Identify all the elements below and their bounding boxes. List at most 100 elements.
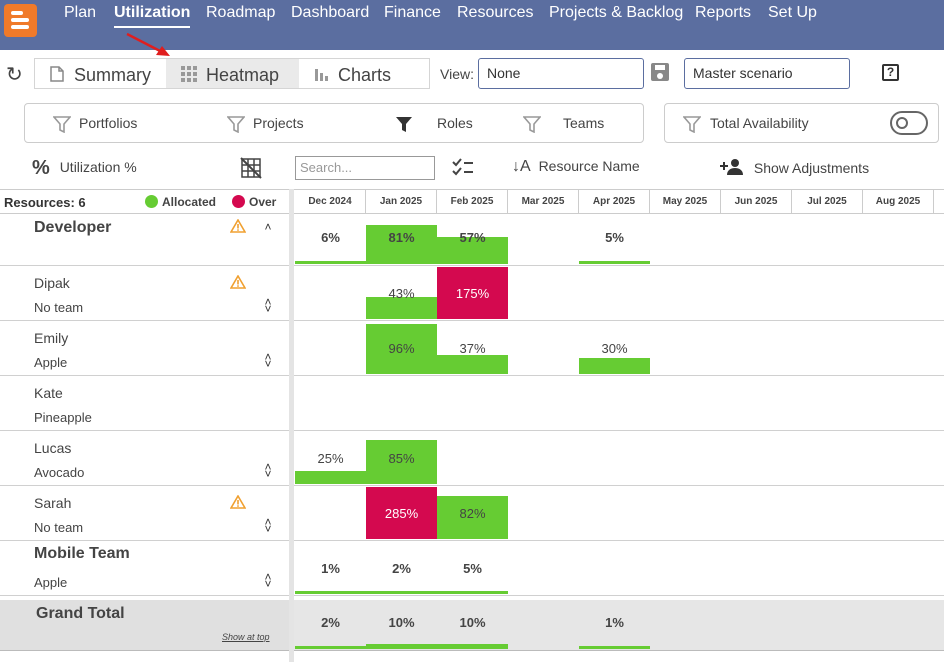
heatmap-cell[interactable]: 10% xyxy=(366,600,437,649)
total-availability-toggle[interactable] xyxy=(890,111,928,135)
warning-icon xyxy=(229,218,247,233)
heatmap-cell[interactable]: 25% xyxy=(295,430,366,484)
month-header: Jan 2025 xyxy=(366,190,437,213)
show-at-top-link[interactable]: Show at top xyxy=(222,632,270,642)
tab-heatmap[interactable]: Heatmap xyxy=(166,59,299,88)
heatmap-cell[interactable]: 30% xyxy=(579,320,650,374)
percent-icon: % xyxy=(32,157,50,179)
refresh-icon[interactable]: ↻ xyxy=(6,64,23,86)
expand-icon[interactable]: ˄ ˅ xyxy=(264,295,272,316)
filter-roles-label: Roles xyxy=(437,115,473,131)
filter-roles[interactable]: Roles xyxy=(395,115,473,132)
warning-icon xyxy=(229,274,247,289)
heatmap-cell[interactable]: 6% xyxy=(295,214,366,264)
nav-item-projects-backlog[interactable]: Projects & Backlog xyxy=(549,4,684,21)
month-header: Mar 2025 xyxy=(508,190,579,213)
row-team-dipak: No team xyxy=(34,300,84,315)
expand-icon[interactable]: ˄ ˅ xyxy=(264,570,272,591)
grand-total-left-bg xyxy=(0,600,289,650)
heatmap-cell[interactable]: 85% xyxy=(366,430,437,484)
allocated-bar xyxy=(295,261,366,264)
nav-item-plan[interactable]: Plan xyxy=(64,4,97,21)
grid-icon xyxy=(181,66,197,82)
help-icon[interactable]: ? xyxy=(882,64,899,81)
allocated-swatch xyxy=(145,195,158,208)
cell-value: 37% xyxy=(459,341,486,356)
month-header: May 2025 xyxy=(650,190,721,213)
cell-value: 10% xyxy=(388,615,415,630)
filter-bar: Portfolios Projects Roles Teams xyxy=(24,103,644,143)
allocated-bar xyxy=(579,646,650,649)
heatmap-cell[interactable]: 1% xyxy=(579,600,650,649)
row-divider xyxy=(0,595,944,596)
show-adjustments[interactable]: Show Adjustments xyxy=(720,158,869,176)
cell-value: 1% xyxy=(321,561,340,576)
utilization-mode[interactable]: % Utilization % xyxy=(32,157,137,180)
cell-value: 285% xyxy=(384,506,419,521)
row-title-emily: Emily xyxy=(34,330,69,346)
filter-teams[interactable]: Teams xyxy=(523,115,604,133)
cell-value: 5% xyxy=(605,230,624,245)
allocated-bar xyxy=(366,440,437,484)
heatmap-cell[interactable]: 5% xyxy=(579,214,650,264)
sort-resource-name[interactable]: ↓A Resource Name xyxy=(512,158,640,176)
utilization-label: Utilization % xyxy=(59,159,137,176)
heatmap-cell[interactable]: 43% xyxy=(366,265,437,319)
scenario-select[interactable]: Master scenario xyxy=(684,58,850,89)
view-select[interactable]: None xyxy=(478,58,644,89)
month-header: Aug 2025 xyxy=(863,190,934,213)
filter-total-availability-label: Total Availability xyxy=(710,115,809,131)
heatmap-cell[interactable]: 82% xyxy=(437,485,508,539)
row-divider xyxy=(0,375,944,376)
nav-item-resources[interactable]: Resources xyxy=(457,4,534,21)
nav-item-roadmap[interactable]: Roadmap xyxy=(206,4,276,21)
nav-item-set-up[interactable]: Set Up xyxy=(768,4,817,21)
nav-item-reports[interactable]: Reports xyxy=(695,4,752,21)
row-team-kate: Pineapple xyxy=(34,410,92,425)
heatmap-cell[interactable]: 1% xyxy=(295,540,366,594)
tab-summary[interactable]: Summary xyxy=(35,59,166,88)
cell-value: 81% xyxy=(388,230,415,245)
save-icon[interactable] xyxy=(651,63,669,81)
nav-item-finance[interactable]: Finance xyxy=(384,4,441,21)
over-bar xyxy=(437,267,508,319)
filter-total-availability[interactable]: Total Availability xyxy=(683,115,809,133)
heatmap-cell[interactable]: 175% xyxy=(437,265,508,319)
funnel-icon xyxy=(523,116,541,133)
cell-value: 6% xyxy=(321,230,340,245)
tab-heatmap-label: Heatmap xyxy=(206,65,280,85)
filter-portfolios[interactable]: Portfolios xyxy=(53,115,137,133)
tab-charts[interactable]: Charts xyxy=(299,59,429,88)
tab-summary-label: Summary xyxy=(74,65,152,85)
row-title-mobile-team: Mobile Team xyxy=(34,545,130,562)
heatmap-cell[interactable]: 5% xyxy=(437,540,508,594)
expand-icon[interactable]: ˄ ˅ xyxy=(264,350,272,371)
filter-projects[interactable]: Projects xyxy=(227,115,304,133)
heatmap-cell[interactable]: 2% xyxy=(295,600,366,649)
filter-projects-label: Projects xyxy=(253,115,304,131)
heatmap-cell[interactable]: 285% xyxy=(366,485,437,539)
checklist-icon[interactable] xyxy=(452,158,474,176)
expand-icon[interactable]: ˄ ˅ xyxy=(264,460,272,481)
month-header: Feb 2025 xyxy=(437,190,508,213)
heatmap-cell[interactable]: 96% xyxy=(366,320,437,374)
allocated-bar xyxy=(579,358,650,374)
row-team-sarah: No team xyxy=(34,520,84,535)
nav-item-utilization[interactable]: Utilization xyxy=(114,4,191,28)
allocated-bar xyxy=(437,237,508,264)
grid-header-bottom-line xyxy=(0,213,944,214)
expand-icon[interactable]: ˄ ˅ xyxy=(264,515,272,536)
heatmap-cell[interactable]: 81% xyxy=(366,214,437,264)
top-nav: Plan Utilization Roadmap Dashboard Finance Re… xyxy=(0,0,944,50)
search-input[interactable]: Search... xyxy=(295,156,435,180)
heatmap-cell[interactable]: 37% xyxy=(437,320,508,374)
over-swatch xyxy=(232,195,245,208)
heatmap-cell[interactable]: 2% xyxy=(366,540,437,594)
heatmap-cell[interactable]: 10% xyxy=(437,600,508,649)
app-logo-icon[interactable] xyxy=(4,4,37,37)
collapse-icon[interactable]: ˄ xyxy=(264,220,272,234)
grid-off-icon[interactable] xyxy=(240,157,262,179)
nav-item-dashboard[interactable]: Dashboard xyxy=(291,4,370,21)
heatmap-cell[interactable]: 57% xyxy=(437,214,508,264)
pane-divider[interactable] xyxy=(289,189,294,662)
